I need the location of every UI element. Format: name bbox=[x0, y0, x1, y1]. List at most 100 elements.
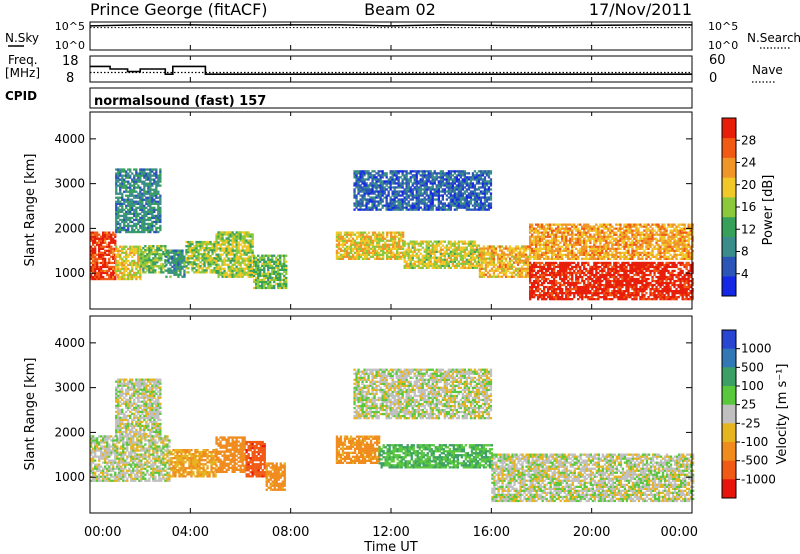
range-cell bbox=[115, 200, 118, 203]
range-cell bbox=[173, 267, 176, 270]
range-cell bbox=[173, 271, 176, 274]
range-cell bbox=[231, 243, 234, 246]
range-cell bbox=[215, 255, 218, 258]
range-cell bbox=[439, 194, 442, 197]
range-cell bbox=[94, 253, 97, 256]
range-cell bbox=[337, 235, 341, 238]
range-cell bbox=[189, 255, 192, 258]
range-cell bbox=[419, 252, 422, 255]
range-cell bbox=[367, 198, 370, 201]
range-cell bbox=[665, 269, 668, 273]
range-cell bbox=[488, 275, 492, 278]
range-cell bbox=[146, 269, 149, 272]
range-cell bbox=[665, 288, 668, 291]
range-cell bbox=[459, 188, 462, 191]
range-cell bbox=[371, 190, 374, 193]
range-cell bbox=[553, 279, 556, 283]
range-cell bbox=[625, 261, 628, 265]
range-cell bbox=[667, 298, 670, 301]
range-cell bbox=[98, 253, 101, 256]
range-cell bbox=[409, 258, 412, 261]
range-cell bbox=[502, 263, 506, 266]
range-cell bbox=[425, 246, 428, 249]
range-cell bbox=[211, 271, 214, 274]
range-cell bbox=[409, 178, 412, 181]
range-cell bbox=[637, 290, 640, 293]
range-cell bbox=[96, 235, 99, 238]
range-cell bbox=[522, 247, 526, 250]
range-cell bbox=[621, 285, 624, 289]
range-cell bbox=[108, 273, 111, 277]
range-cell bbox=[477, 204, 481, 207]
range-cell bbox=[593, 273, 596, 277]
range-cell bbox=[687, 285, 690, 289]
range-cell bbox=[577, 265, 580, 269]
range-cell bbox=[480, 259, 484, 262]
range-cell bbox=[627, 288, 630, 291]
range-cell bbox=[193, 255, 196, 258]
range-cell bbox=[541, 261, 544, 265]
range-cell bbox=[619, 296, 622, 299]
range-cell bbox=[117, 212, 120, 215]
range-cell bbox=[371, 178, 374, 181]
range-cell bbox=[225, 237, 228, 240]
range-cell bbox=[522, 251, 526, 254]
range-cell bbox=[365, 204, 368, 207]
range-cell bbox=[121, 257, 124, 260]
range-cell bbox=[457, 246, 460, 249]
range-cell bbox=[443, 190, 446, 193]
range-cell bbox=[437, 196, 440, 199]
range-cell bbox=[451, 196, 454, 199]
range-cell bbox=[144, 249, 147, 252]
range-cell bbox=[471, 244, 475, 247]
range-cell bbox=[203, 261, 206, 264]
range-cell bbox=[382, 237, 385, 240]
range-cell bbox=[133, 271, 136, 275]
range-cell bbox=[508, 253, 512, 256]
range-cell bbox=[421, 240, 424, 243]
range-cell bbox=[510, 273, 514, 276]
range-cell bbox=[371, 243, 375, 246]
range-cell bbox=[659, 263, 662, 267]
range-cell bbox=[94, 247, 97, 250]
range-cell bbox=[535, 261, 538, 265]
range-cell bbox=[175, 263, 178, 266]
range-cell bbox=[575, 290, 578, 293]
range-cell bbox=[518, 267, 522, 270]
range-cell bbox=[489, 188, 493, 191]
range-cell bbox=[371, 206, 374, 209]
range-cell bbox=[463, 254, 466, 257]
range-cell bbox=[651, 261, 654, 265]
range-cell bbox=[409, 262, 412, 265]
range-cell bbox=[447, 254, 450, 257]
range-cell bbox=[106, 253, 109, 256]
range-cell bbox=[140, 259, 143, 262]
range-cell bbox=[403, 200, 406, 203]
range-cell bbox=[441, 188, 444, 191]
range-cell bbox=[177, 267, 180, 270]
range-cell bbox=[265, 272, 268, 275]
range-cell bbox=[243, 251, 246, 254]
range-cell bbox=[395, 190, 398, 193]
range-cell bbox=[425, 190, 428, 193]
range-cell bbox=[508, 259, 512, 262]
range-cell bbox=[259, 260, 262, 263]
range-cell bbox=[581, 296, 584, 299]
range-cell bbox=[577, 279, 580, 283]
range-cell bbox=[227, 265, 230, 268]
range-cell bbox=[461, 192, 464, 195]
range-cell bbox=[425, 194, 428, 197]
range-cell bbox=[131, 269, 134, 273]
range-cell bbox=[475, 202, 479, 205]
range-cell bbox=[115, 263, 118, 267]
range-cell bbox=[522, 249, 526, 252]
range-cell bbox=[535, 294, 538, 297]
range-cell bbox=[361, 196, 364, 199]
range-cell bbox=[375, 184, 378, 187]
range-cell bbox=[213, 240, 216, 244]
range-cell bbox=[433, 180, 436, 183]
range-cell bbox=[605, 275, 608, 279]
range-cell bbox=[463, 250, 466, 253]
range-cell bbox=[183, 275, 186, 278]
range-cell bbox=[181, 253, 184, 256]
